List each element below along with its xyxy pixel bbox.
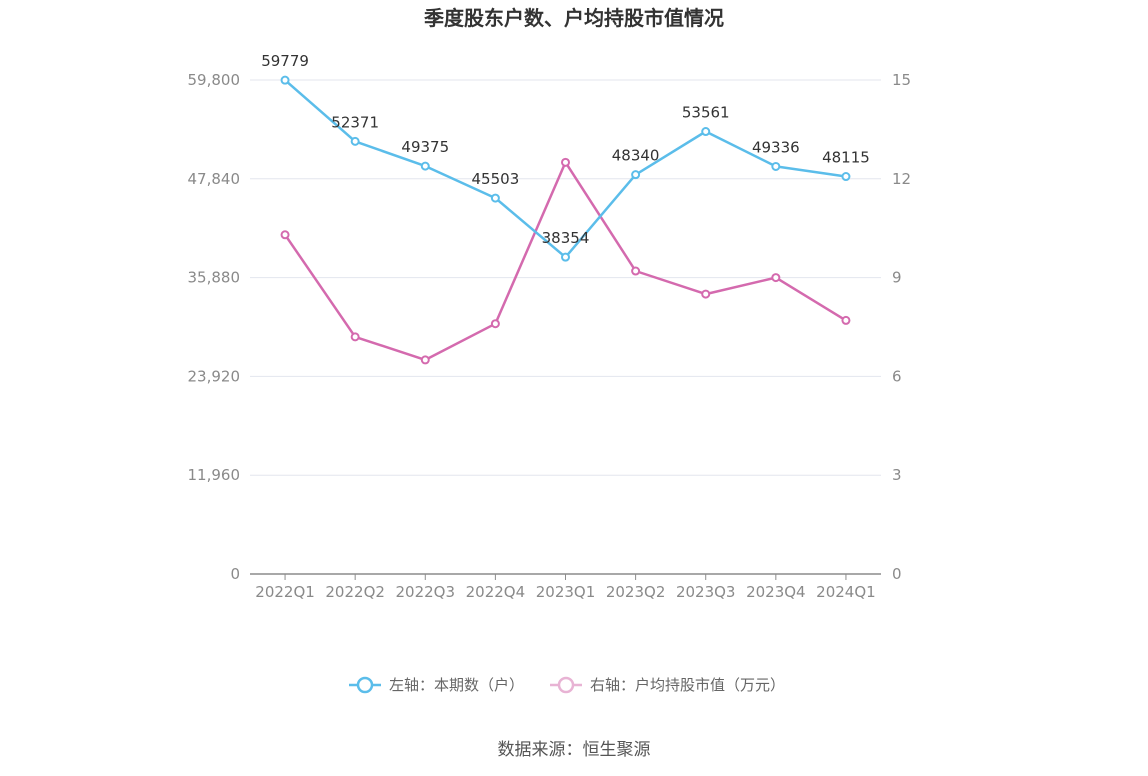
data-label: 59779 [261, 52, 309, 70]
x-tick-label: 2023Q4 [746, 583, 806, 601]
series-point-left [631, 170, 641, 180]
x-axis: 2022Q1 2022Q2 2022Q3 2022Q4 2023Q1 2023Q2 2023… [250, 573, 881, 601]
x-tick-label: 2022Q1 [255, 583, 315, 601]
data-labels: 59779 52371 49375 45503 38354 48340 53561 49336… [261, 52, 870, 247]
data-label: 53561 [682, 104, 730, 122]
series-point-left [350, 136, 360, 146]
left-tick-label: 23,920 [188, 367, 241, 385]
right-tick-label: 15 [892, 71, 911, 89]
series-point-right [631, 266, 641, 276]
series-point-right [420, 355, 430, 365]
right-tick-label: 9 [892, 269, 902, 287]
x-tick-label: 2023Q1 [536, 583, 596, 601]
series-point-right [561, 157, 570, 167]
x-tick-label: 2024Q1 [816, 583, 876, 601]
right-axis-ticks: 0 3 6 9 12 15 [892, 71, 911, 583]
x-tick-label: 2023Q3 [676, 583, 736, 601]
x-tick-label: 2023Q2 [606, 583, 666, 601]
left-axis-ticks: 0 11,960 23,920 35,880 47,840 59,800 [188, 71, 241, 583]
x-tick-label: 2022Q3 [396, 583, 456, 601]
series-layer [280, 75, 851, 365]
series-point-right [701, 289, 711, 299]
x-tick-label: 2022Q2 [325, 583, 385, 601]
legend-label: 右轴：户均持股市值（万元） [590, 676, 785, 694]
right-tick-label: 0 [892, 565, 902, 583]
series-point-left [420, 161, 430, 171]
series-point-right [841, 315, 851, 325]
left-tick-label: 0 [230, 565, 240, 583]
series-point-left [701, 127, 711, 137]
right-tick-label: 12 [892, 170, 911, 188]
source-note: 数据来源：恒生聚源 [498, 740, 651, 760]
chart-title: 季度股东户数、户均持股市值情况 [423, 6, 724, 30]
data-label: 49375 [401, 138, 449, 156]
right-tick-label: 6 [892, 367, 902, 385]
data-label: 48340 [612, 147, 660, 165]
series-point-right [490, 319, 500, 329]
series-point-right [771, 273, 781, 283]
x-tick-label: 2022Q4 [466, 583, 526, 601]
right-tick-label: 3 [892, 466, 902, 484]
legend: 左轴：本期数（户） 右轴：户均持股市值（万元） [349, 676, 785, 694]
legend-marker [356, 676, 374, 694]
legend-label: 左轴：本期数（户） [389, 676, 524, 694]
series-point-right [350, 332, 360, 342]
left-tick-label: 59,800 [188, 71, 241, 89]
data-label: 45503 [472, 170, 520, 188]
left-tick-label: 35,880 [188, 269, 241, 287]
data-label: 48115 [822, 149, 870, 167]
grid-lines [250, 79, 881, 476]
series-point-left [771, 161, 781, 171]
series-point-right [280, 230, 290, 240]
legend-marker [557, 676, 575, 694]
data-label: 52371 [331, 113, 379, 131]
data-label: 38354 [542, 229, 590, 247]
data-label: 49336 [752, 138, 800, 156]
left-tick-label: 11,960 [188, 466, 241, 484]
left-tick-label: 47,840 [188, 170, 241, 188]
series-point-left [280, 75, 290, 85]
series-point-left [490, 193, 500, 203]
series-point-left [841, 172, 851, 182]
series-point-left [561, 252, 570, 262]
